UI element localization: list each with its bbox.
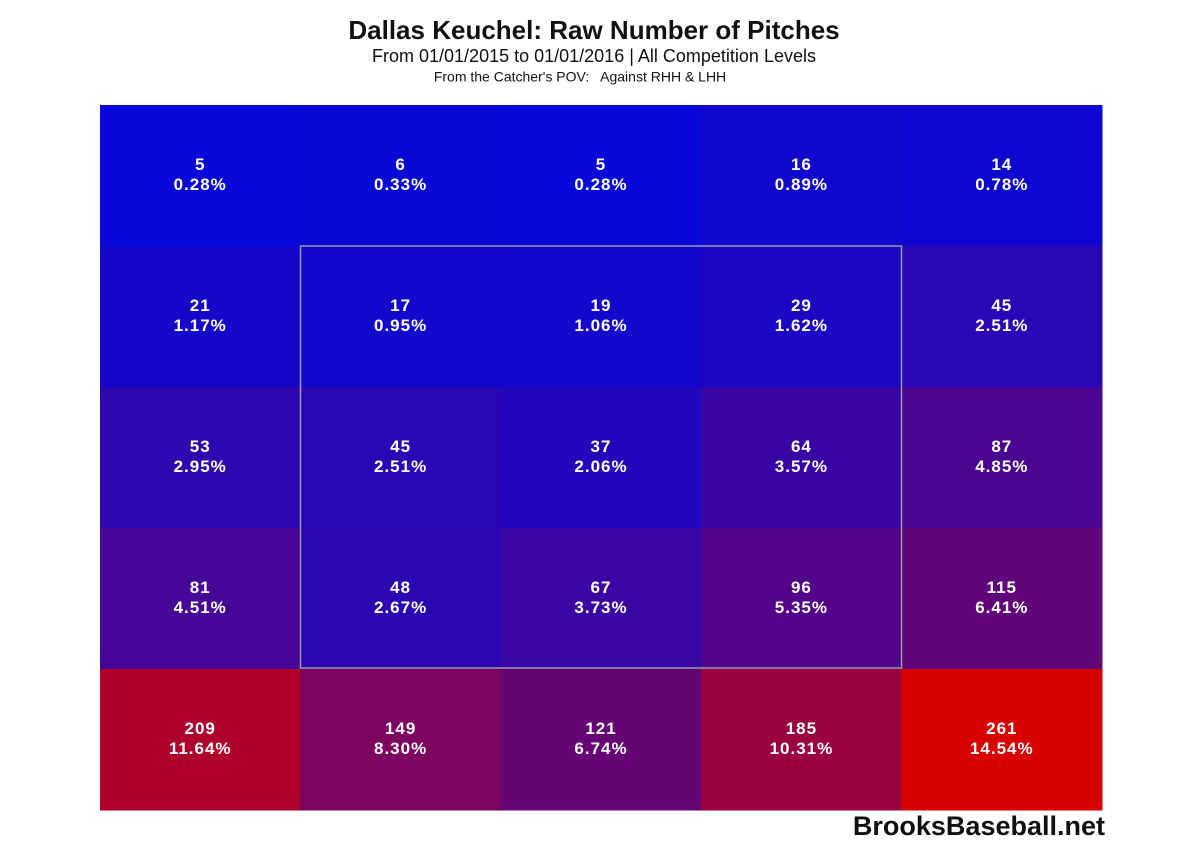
- cell-count: 67: [591, 578, 612, 597]
- heatmap-cell: [500, 669, 702, 811]
- cell-percentage: 0.28%: [174, 175, 227, 194]
- heatmap-cell: [701, 528, 903, 670]
- heatmap-cell: [901, 528, 1103, 670]
- cell-percentage: 0.89%: [775, 175, 828, 194]
- heatmap-cell: [300, 387, 502, 529]
- cell-count: 21: [190, 296, 211, 315]
- cell-count: 45: [991, 296, 1012, 315]
- heatmap-cell: [100, 105, 301, 247]
- cell-percentage: 1.62%: [775, 316, 828, 335]
- cell-percentage: 1.06%: [574, 316, 627, 335]
- cell-count: 121: [585, 719, 616, 738]
- heatmap-cell: [100, 669, 301, 811]
- heatmap-cell: [901, 387, 1103, 529]
- source-label: BrooksBaseball.net: [853, 811, 1105, 841]
- cell-count: 37: [591, 437, 612, 456]
- cell-count: 53: [190, 437, 211, 456]
- heatmap-cell: [300, 105, 502, 247]
- heatmap-cell: [901, 669, 1103, 811]
- cell-percentage: 6.41%: [975, 598, 1028, 617]
- cell-percentage: 4.51%: [174, 598, 227, 617]
- cell-percentage: 3.73%: [574, 598, 627, 617]
- cell-count: 17: [390, 296, 411, 315]
- chart-subtitle: From 01/01/2015 to 01/01/2016 | All Comp…: [372, 46, 816, 66]
- cell-count: 185: [786, 719, 817, 738]
- cell-count: 209: [185, 719, 216, 738]
- heatmap-cell: [100, 387, 301, 529]
- cell-count: 87: [991, 437, 1012, 456]
- cell-count: 149: [385, 719, 416, 738]
- cell-percentage: 3.57%: [775, 457, 828, 476]
- cell-count: 14: [991, 155, 1012, 174]
- cell-count: 81: [190, 578, 211, 597]
- cell-count: 261: [986, 719, 1017, 738]
- cell-count: 19: [591, 296, 612, 315]
- cell-percentage: 10.31%: [770, 739, 834, 758]
- heatmap-cell: [500, 105, 702, 247]
- cell-count: 96: [791, 578, 812, 597]
- cell-percentage: 14.54%: [970, 739, 1034, 758]
- heatmap-cell: [701, 669, 903, 811]
- cell-percentage: 0.28%: [574, 175, 627, 194]
- heatmap-cell: [701, 387, 903, 529]
- cell-percentage: 6.74%: [574, 739, 627, 758]
- cell-count: 6: [395, 155, 405, 174]
- heatmap-cell: [901, 105, 1103, 247]
- cell-percentage: 1.17%: [174, 316, 227, 335]
- heatmap-cell: [300, 246, 502, 388]
- cell-count: 115: [987, 578, 1017, 597]
- cell-percentage: 2.51%: [374, 457, 427, 476]
- heatmap-cell: [901, 246, 1103, 388]
- heatmap-grid: 50.28%60.33%50.28%160.89%140.78%211.17%1…: [100, 105, 1103, 811]
- cell-count: 16: [791, 155, 812, 174]
- cell-percentage: 2.67%: [374, 598, 427, 617]
- heatmap-cell: [100, 246, 301, 388]
- cell-percentage: 0.95%: [374, 316, 427, 335]
- chart-title: Dallas Keuchel: Raw Number of Pitches: [348, 15, 839, 45]
- heatmap-cell: [701, 246, 903, 388]
- cell-percentage: 2.51%: [975, 316, 1028, 335]
- cell-percentage: 2.95%: [174, 457, 227, 476]
- cell-count: 5: [596, 155, 606, 174]
- heatmap-cell: [500, 246, 702, 388]
- heatmap-cell: [100, 528, 301, 670]
- heatmap-cell: [300, 528, 502, 670]
- cell-count: 5: [195, 155, 205, 174]
- cell-percentage: 2.06%: [574, 457, 627, 476]
- cell-percentage: 0.33%: [374, 175, 427, 194]
- cell-count: 48: [390, 578, 411, 597]
- cell-count: 64: [791, 437, 812, 456]
- cell-count: 29: [791, 296, 812, 315]
- cell-percentage: 8.30%: [374, 739, 427, 758]
- heatmap-cell: [300, 669, 502, 811]
- cell-percentage: 4.85%: [975, 457, 1028, 476]
- chart-caption: From the Catcher's POV: Against RHH & LH…: [434, 69, 726, 85]
- cell-percentage: 11.64%: [169, 739, 232, 758]
- cell-count: 45: [390, 437, 411, 456]
- heatmap-cell: [500, 387, 702, 529]
- cell-percentage: 0.78%: [975, 175, 1028, 194]
- heatmap-cell: [701, 105, 903, 247]
- heatmap-cell: [500, 528, 702, 670]
- cell-percentage: 5.35%: [775, 598, 828, 617]
- strike-zone: [299, 245, 903, 669]
